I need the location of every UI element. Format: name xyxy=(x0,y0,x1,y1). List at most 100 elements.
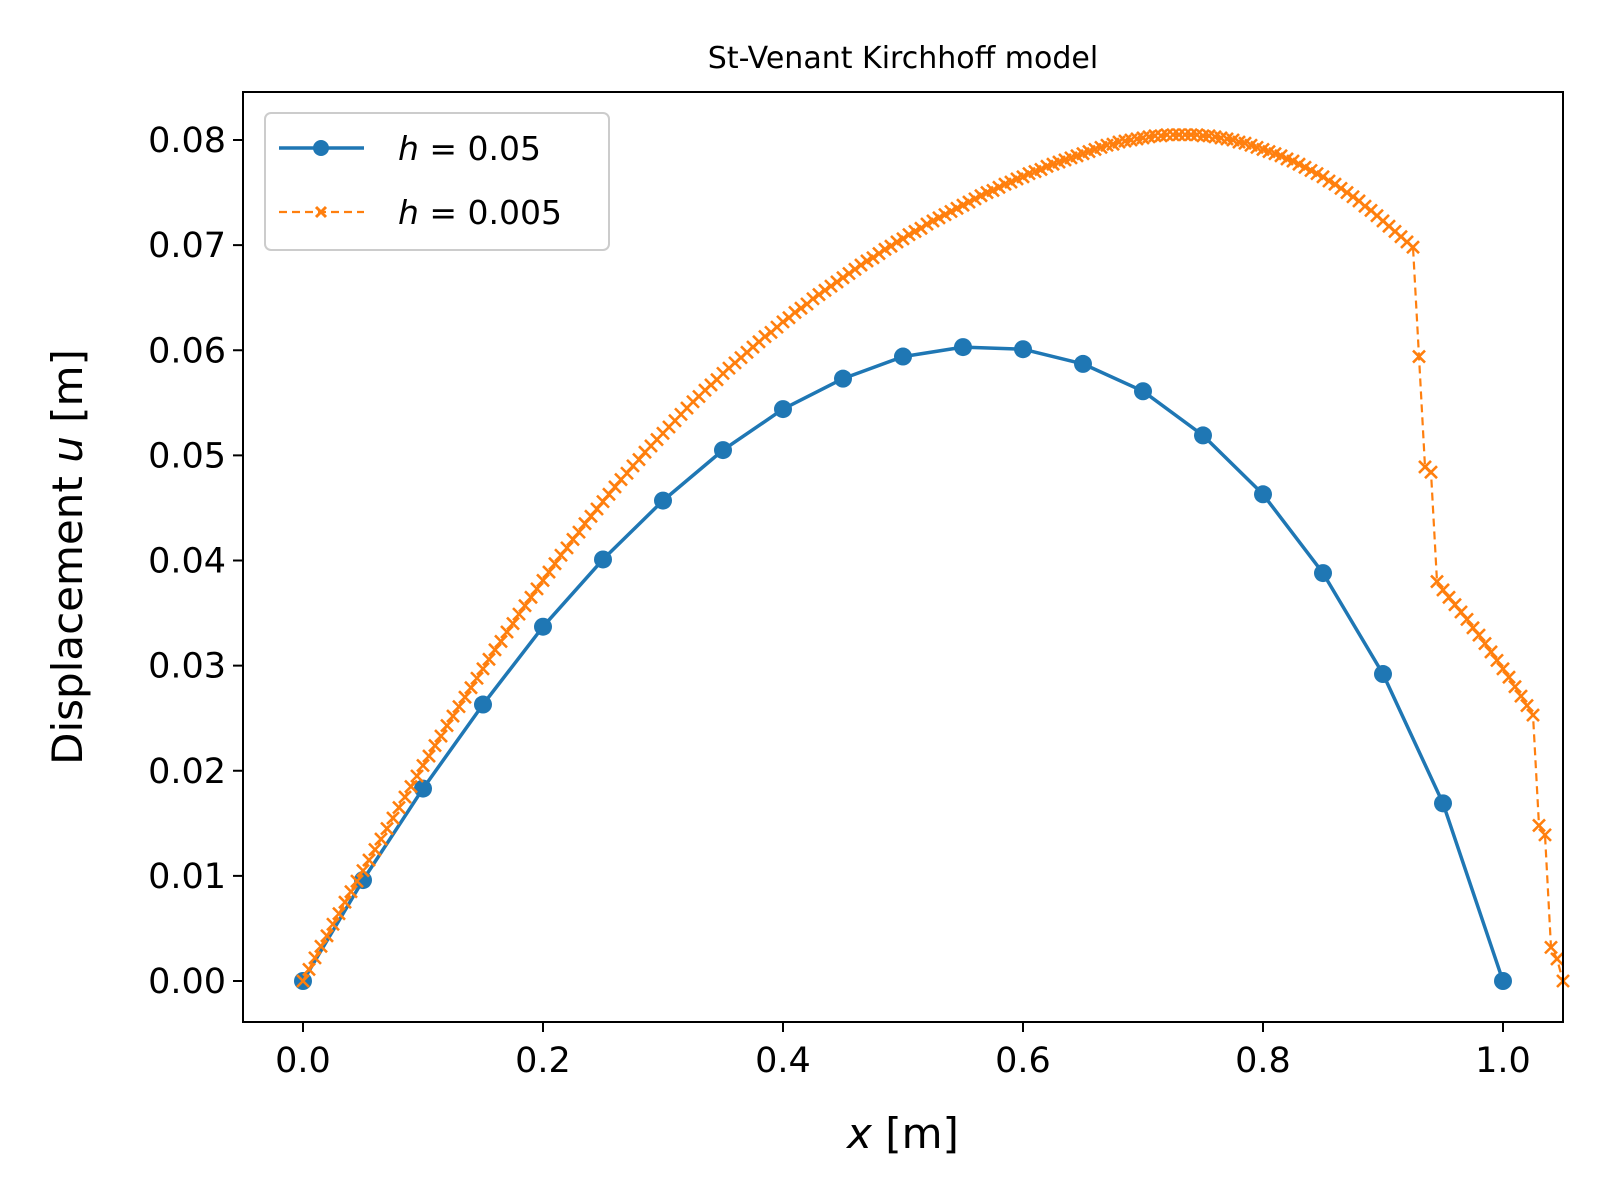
data-point-h0005 xyxy=(440,718,454,733)
data-point-h0005 xyxy=(1172,127,1186,142)
data-point-h0005 xyxy=(1430,574,1444,589)
x-axis-label: x [m] xyxy=(845,1109,959,1158)
data-point-h0005 xyxy=(428,738,442,753)
data-point-h0005 xyxy=(320,928,334,943)
data-point-h0005 xyxy=(464,680,478,695)
y-tick-label: 0.00 xyxy=(148,962,226,1002)
x-tick-label: 0.6 xyxy=(995,1041,1051,1081)
data-point-h0005 xyxy=(1472,628,1486,643)
data-point-h0005 xyxy=(530,581,544,596)
series-h005 xyxy=(294,338,1512,990)
x-tick-label: 0.4 xyxy=(755,1041,811,1081)
x-axis-label-unit: [m] xyxy=(872,1109,959,1158)
data-point-h0005 xyxy=(506,616,520,631)
data-point-h0005 xyxy=(1496,661,1510,676)
data-point-h0005 xyxy=(572,525,586,540)
legend-marker-x xyxy=(314,205,328,219)
series-layer xyxy=(294,127,1570,990)
data-point-h005 xyxy=(594,550,612,569)
data-point-h005 xyxy=(1374,665,1392,684)
y-tick-label: 0.03 xyxy=(148,647,226,687)
data-point-h0005 xyxy=(374,832,388,847)
data-point-h0005 xyxy=(494,634,508,649)
data-point-h0005 xyxy=(512,607,526,622)
y-tick-label: 0.05 xyxy=(148,436,226,476)
data-point-h0005 xyxy=(1526,708,1540,722)
x-tick-label: 0.8 xyxy=(1235,1041,1291,1081)
data-point-h0005 xyxy=(1538,827,1552,842)
data-point-h0005 xyxy=(332,906,346,921)
data-point-h005 xyxy=(774,400,792,419)
legend-label-h0005-var: h xyxy=(398,193,419,232)
data-point-h0005 xyxy=(392,800,406,815)
data-point-h005 xyxy=(534,617,552,636)
data-point-h0005 xyxy=(446,709,460,724)
data-point-h0005 xyxy=(470,671,484,686)
data-point-h0005 xyxy=(338,895,352,910)
data-point-h0005 xyxy=(1490,653,1504,668)
legend-label-h005-var: h xyxy=(398,129,419,168)
x-tick-label: 1.0 xyxy=(1475,1041,1531,1081)
data-point-h0005 xyxy=(386,811,400,825)
data-point-h0005 xyxy=(398,790,412,804)
axes-frame xyxy=(242,91,1564,1023)
data-point-h0005 xyxy=(356,863,370,878)
data-point-h0005 xyxy=(1508,679,1522,694)
data-point-h0005 xyxy=(326,917,340,932)
legend: h = 0.05 h = 0.005 xyxy=(264,112,610,251)
data-point-h0005 xyxy=(524,590,538,605)
data-point-h0005 xyxy=(482,652,496,667)
data-point-h0005 xyxy=(500,625,514,639)
data-point-h0005 xyxy=(1424,465,1438,480)
data-point-h0005 xyxy=(1166,127,1180,142)
legend-label-h0005-value: = 0.005 xyxy=(419,193,562,232)
y-axis-label-var: u xyxy=(43,436,92,463)
data-point-h005 xyxy=(1194,426,1212,445)
data-point-h005 xyxy=(894,347,912,366)
data-point-h005 xyxy=(654,491,672,510)
data-point-h0005 xyxy=(350,874,364,889)
data-point-h0005 xyxy=(1178,127,1192,142)
data-point-h0005 xyxy=(314,939,328,954)
data-point-h005 xyxy=(474,695,492,714)
data-point-h005 xyxy=(1014,340,1032,359)
data-point-h0005 xyxy=(1406,240,1420,255)
data-point-h0005 xyxy=(302,962,316,977)
data-point-h0005 xyxy=(296,974,310,988)
series-h0005 xyxy=(296,127,1570,988)
data-point-h0005 xyxy=(1160,127,1174,142)
data-point-h0005 xyxy=(434,729,448,743)
data-point-h0005 xyxy=(518,598,532,613)
y-tick-label: 0.04 xyxy=(148,542,226,582)
data-point-h005 xyxy=(1494,972,1512,990)
data-point-h0005 xyxy=(1478,636,1492,651)
data-point-h0005 xyxy=(410,769,424,783)
y-tick-label: 0.01 xyxy=(148,857,226,897)
data-point-h0005 xyxy=(1460,612,1474,627)
legend-marker-circle xyxy=(313,140,329,156)
x-tick-label: 0.2 xyxy=(515,1041,571,1081)
data-point-h005 xyxy=(1314,564,1332,583)
data-point-h005 xyxy=(414,779,432,798)
data-point-h0005 xyxy=(1184,127,1198,142)
data-point-h0005 xyxy=(458,690,472,705)
y-tick-label: 0.06 xyxy=(148,331,226,371)
data-point-h0005 xyxy=(368,842,382,857)
data-point-h0005 xyxy=(452,699,466,714)
chart-title: St-Venant Kirchhoff model xyxy=(708,41,1098,76)
legend-entry-h0005: h = 0.005 xyxy=(279,193,562,232)
data-point-h0005 xyxy=(1544,940,1558,955)
data-point-h0005 xyxy=(1532,818,1546,833)
data-point-h005 xyxy=(1074,354,1092,373)
data-point-h0005 xyxy=(560,540,574,555)
legend-label-h005: h = 0.05 xyxy=(398,129,541,168)
data-point-h0005 xyxy=(380,821,394,836)
y-tick-label: 0.08 xyxy=(148,121,226,161)
legend-label-h005-value: = 0.05 xyxy=(419,129,541,168)
data-point-h0005 xyxy=(548,556,562,571)
data-point-h0005 xyxy=(308,950,322,965)
data-point-h0005 xyxy=(344,884,358,899)
x-axis: 0.0 0.2 0.4 0.6 0.8 1.0 xyxy=(275,1022,1531,1081)
data-point-h005 xyxy=(1434,794,1452,813)
data-point-h0005 xyxy=(488,642,502,657)
